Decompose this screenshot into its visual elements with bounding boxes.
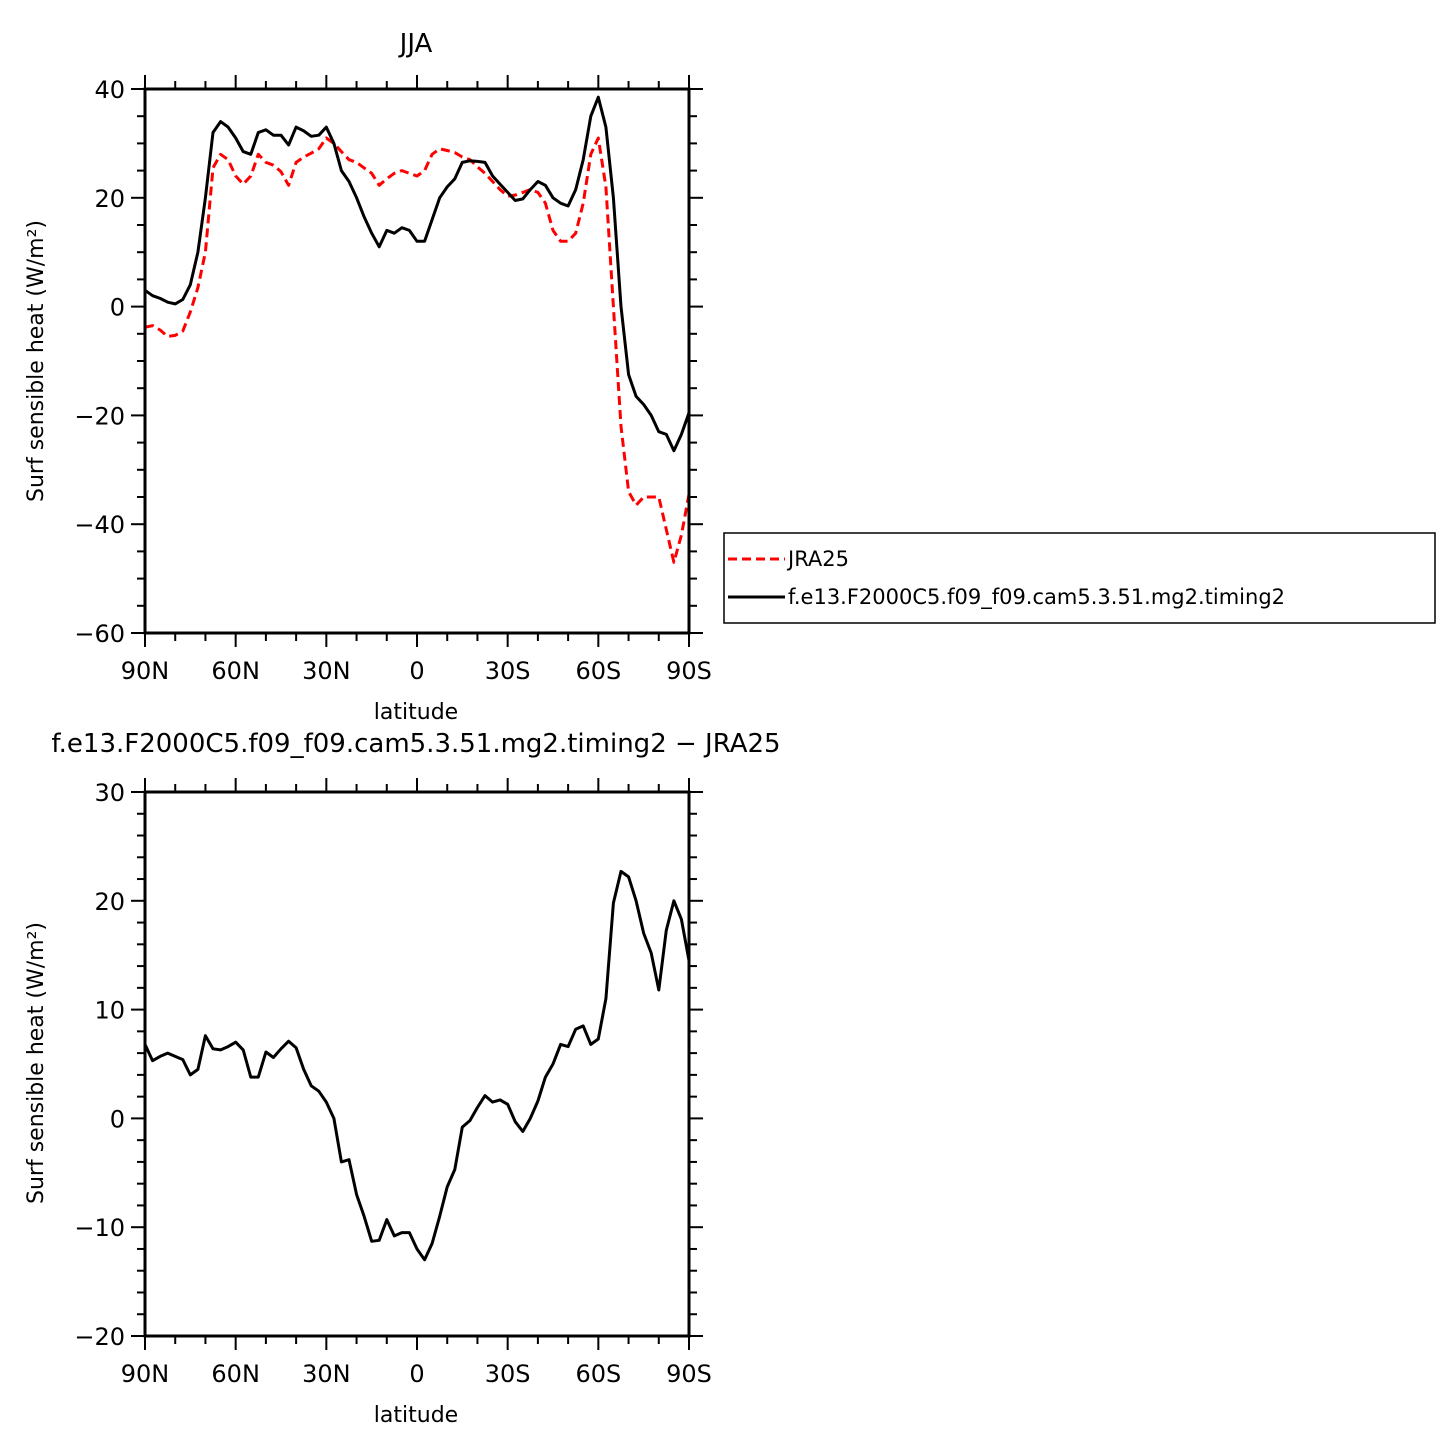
top-chart-x-tick-label: 60S	[575, 657, 621, 685]
bottom-chart-x-tick-label: 30N	[302, 1360, 351, 1388]
bottom-chart-tick-labels: 90N 60N 30N 0 30S 60S 90S 30 20 10 0 −10 −20	[74, 779, 712, 1388]
bottom-chart-y-tick-label: 30	[94, 779, 125, 807]
top-chart-x-tick-label: 90N	[121, 657, 170, 685]
top-chart-y-axis-title: Surf sensible heat (W/m²)	[24, 220, 49, 502]
top-chart-y-tick-label: −40	[74, 511, 125, 539]
bottom-chart-y-tick-label: 10	[94, 997, 125, 1025]
top-chart-x-tick-label: 30N	[302, 657, 351, 685]
legend-item-jra25: JRA25	[728, 547, 849, 571]
bottom-chart-series-line-0	[143, 869, 691, 1262]
bottom-chart-ticks	[131, 778, 703, 1350]
bottom-chart-y-tick-label: −10	[74, 1214, 125, 1242]
top-chart-y-tick-label: −60	[74, 620, 125, 648]
legend-item-model: f.e13.F2000C5.f09_f09.cam5.3.51.mg2.timi…	[728, 585, 1285, 610]
bottom-chart-y-tick-label: 0	[110, 1105, 125, 1133]
top-chart-series-line-0	[144, 136, 691, 564]
bottom-chart-x-axis-title: latitude	[374, 1403, 458, 1428]
bottom-chart-series	[143, 869, 691, 1262]
bottom-chart-x-tick-label: 90S	[666, 1360, 712, 1388]
top-chart-x-tick-label: 0	[409, 657, 424, 685]
top-chart-y-tick-label: −20	[74, 402, 125, 430]
top-chart-y-tick-label: 0	[110, 294, 125, 322]
top-chart-x-tick-label: 60N	[211, 657, 260, 685]
top-chart-panel: JJA Surf sensible heat (W/m²) latitude 9…	[24, 29, 712, 725]
bottom-chart-panel: f.e13.F2000C5.f09_f09.cam5.3.51.mg2.timi…	[24, 729, 781, 1428]
top-chart-series-line-1	[144, 95, 691, 453]
legend-label-model: f.e13.F2000C5.f09_f09.cam5.3.51.mg2.timi…	[788, 585, 1285, 610]
bottom-chart-x-tick-label: 0	[409, 1360, 424, 1388]
bottom-chart-x-tick-label: 60S	[575, 1360, 621, 1388]
legend: JRA25 f.e13.F2000C5.f09_f09.cam5.3.51.mg…	[723, 532, 1436, 624]
bottom-chart-y-axis-title: Surf sensible heat (W/m²)	[24, 922, 49, 1204]
bottom-chart-x-tick-label: 60N	[211, 1360, 260, 1388]
bottom-chart-title: f.e13.F2000C5.f09_f09.cam5.3.51.mg2.timi…	[51, 729, 780, 759]
legend-label-jra25: JRA25	[786, 547, 849, 571]
bottom-chart-x-tick-label: 90N	[121, 1360, 170, 1388]
bottom-chart-x-tick-label: 30S	[485, 1360, 531, 1388]
top-chart-x-tick-label: 30S	[485, 657, 531, 685]
top-chart-tick-labels: 90N 60N 30N 0 30S 60S 90S 40 20 0 −20 −40 −60	[74, 76, 712, 685]
bottom-chart-y-tick-label: 20	[94, 888, 125, 916]
top-chart-series	[144, 95, 691, 564]
top-chart-plot-frame	[143, 87, 691, 635]
top-chart-x-tick-label: 90S	[666, 657, 712, 685]
legend-box	[723, 532, 1436, 624]
top-chart-y-tick-label: 40	[94, 76, 125, 104]
top-chart-title: JJA	[398, 29, 433, 59]
bottom-chart-plot-frame	[143, 790, 691, 1338]
top-chart-y-tick-label: 20	[94, 185, 125, 213]
top-chart-x-axis-title: latitude	[374, 700, 458, 725]
bottom-chart-y-tick-label: −20	[74, 1323, 125, 1351]
